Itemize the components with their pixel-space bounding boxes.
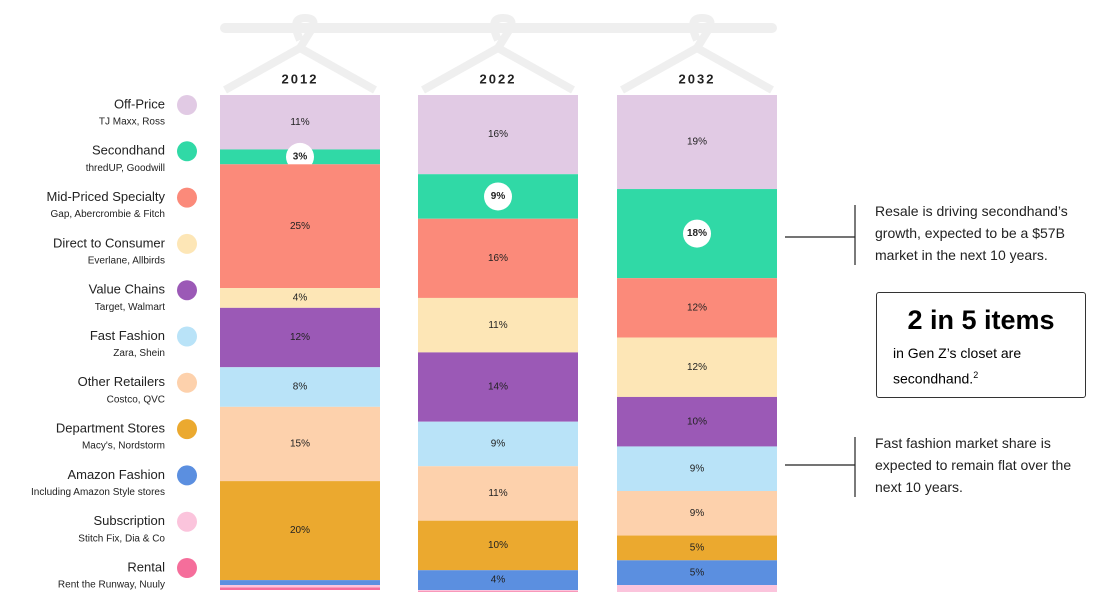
legend-label: Subscription xyxy=(93,513,165,528)
legend-label: Secondhand xyxy=(92,143,165,158)
annotation: Fast fashion market share is expected to… xyxy=(875,432,1090,498)
legend-label: Value Chains xyxy=(89,282,166,297)
legend-examples: Gap, Abercrombie & Fitch xyxy=(51,209,166,220)
callout-headline: 2 in 5 items xyxy=(893,305,1069,336)
legend-label: Other Retailers xyxy=(78,374,166,389)
callout: 2 in 5 items in Gen Z’s closet are secon… xyxy=(876,292,1086,398)
value-label: 25% xyxy=(290,221,310,232)
legend-swatch xyxy=(177,141,197,161)
value-label: 8% xyxy=(293,382,308,393)
legend-swatch xyxy=(177,558,197,578)
bar-segment xyxy=(220,588,380,590)
legend-swatch xyxy=(177,465,197,485)
value-label: 12% xyxy=(687,362,707,373)
legend-swatch xyxy=(177,512,197,532)
value-label: 12% xyxy=(687,302,707,313)
legend-label: Department Stores xyxy=(56,421,166,436)
value-label: 10% xyxy=(488,540,508,551)
callout-text: in Gen Z’s closet are secondhand.2 xyxy=(893,342,1069,390)
legend-examples: Rent the Runway, Nuuly xyxy=(58,580,165,591)
x-tick-label: 2022 xyxy=(480,71,517,86)
value-label: 20% xyxy=(290,525,310,536)
legend-swatch xyxy=(177,327,197,347)
value-label: 3% xyxy=(293,152,308,163)
legend-swatch xyxy=(177,188,197,208)
legend-swatch xyxy=(177,373,197,393)
legend-examples: Stitch Fix, Dia & Co xyxy=(78,533,165,544)
value-label: 14% xyxy=(488,382,508,393)
value-label: 10% xyxy=(687,416,707,427)
legend-label: Amazon Fashion xyxy=(67,467,165,482)
legend-examples: Macy's, Nordstorm xyxy=(82,441,165,452)
value-label: 9% xyxy=(690,463,705,474)
value-label: 5% xyxy=(690,543,705,554)
bar-segment xyxy=(220,580,380,585)
legend-swatch xyxy=(177,419,197,439)
value-label: 16% xyxy=(488,253,508,264)
value-label: 9% xyxy=(690,508,705,519)
value-label: 12% xyxy=(290,332,310,343)
value-label: 4% xyxy=(491,575,506,586)
legend-examples: Costco, QVC xyxy=(107,394,165,405)
legend-examples: Target, Walmart xyxy=(95,302,165,313)
callout-body: in Gen Z’s closet are secondhand. xyxy=(893,345,1021,387)
value-label: 15% xyxy=(290,439,310,450)
value-label: 16% xyxy=(488,129,508,140)
legend-examples: thredUP, Goodwill xyxy=(86,163,165,174)
annotation-lines xyxy=(785,205,855,497)
value-label: 19% xyxy=(687,137,707,148)
page: Off-Price TJ Maxx, Ross Secondhand thredUP,… xyxy=(0,0,1093,592)
value-label: 11% xyxy=(488,488,507,499)
legend-swatch xyxy=(177,280,197,300)
footnote: 2 xyxy=(973,370,978,380)
x-tick-label: 2032 xyxy=(679,71,716,86)
legend-label: Mid-Priced Specialty xyxy=(47,189,166,204)
value-label: 9% xyxy=(491,191,506,202)
legend-examples: TJ Maxx, Ross xyxy=(99,117,165,128)
legend-label: Direct to Consumer xyxy=(53,235,166,250)
legend-label: Off-Price xyxy=(114,96,165,111)
legend-examples: Everlane, Allbirds xyxy=(88,256,165,267)
legend-label: Rental xyxy=(127,559,165,574)
legend-examples: Including Amazon Style stores xyxy=(31,487,165,498)
legend-swatch xyxy=(177,234,197,254)
value-label: 4% xyxy=(293,293,308,304)
value-label: 11% xyxy=(290,117,309,128)
x-tick-label: 2012 xyxy=(282,71,319,86)
value-label: 11% xyxy=(488,320,507,331)
value-label: 9% xyxy=(491,439,506,450)
bar-segment xyxy=(220,585,380,587)
legend-examples: Zara, Shein xyxy=(113,348,165,359)
legend-label: Fast Fashion xyxy=(90,328,165,343)
value-label: 5% xyxy=(690,567,705,578)
bar-segment xyxy=(617,585,777,592)
value-label: 18% xyxy=(687,228,707,239)
annotation: Resale is driving secondhand’s growth, e… xyxy=(875,200,1090,266)
bar-segment xyxy=(418,590,578,591)
legend-swatch xyxy=(177,95,197,115)
